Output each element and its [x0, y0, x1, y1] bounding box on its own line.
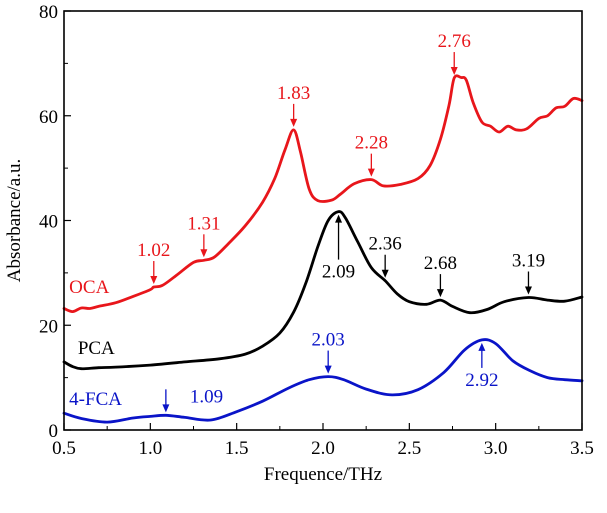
annotation-label: 2.28: [355, 133, 388, 154]
arrow-down-icon: [450, 67, 458, 76]
arrow-up-icon: [478, 342, 486, 351]
series-layer: OCA PCA 4-FCA: [62, 74, 584, 424]
arrow-down-icon: [200, 249, 208, 258]
x-tick-label: 3.5: [570, 438, 594, 459]
annotation-label: 2.68: [424, 253, 457, 274]
y-axis-title: Absorbance/a.u.: [4, 159, 25, 282]
annotation-layer: 1.02 1.31 1.83 2.28 2.76 2.09 2.36 2.68 3.19 1.09…: [137, 31, 545, 413]
peak-annotation: 3.19: [512, 250, 545, 295]
annotation-label: 2.09: [322, 262, 355, 283]
peak-annotation: 2.92: [465, 342, 498, 391]
series-label-pca: PCA: [78, 338, 115, 359]
peak-annotation: 2.68: [424, 253, 457, 298]
y-tick-label: 80: [39, 2, 58, 23]
series-label-oca: OCA: [69, 277, 109, 298]
peak-annotation: 2.28: [355, 133, 388, 177]
arrow-down-icon: [367, 168, 375, 177]
arrow-down-icon: [150, 276, 158, 285]
series-line-pca: [62, 210, 584, 371]
x-axis-title: Frequence/THz: [264, 464, 382, 485]
annotation-label: 3.19: [512, 250, 545, 271]
y-tick-label: 20: [39, 316, 58, 337]
peak-annotation: 1.02: [137, 240, 170, 285]
peak-annotation: 1.31: [187, 213, 220, 258]
arrow-down-icon: [290, 118, 298, 127]
annotation-label: 1.31: [187, 213, 220, 234]
annotation-label: 1.83: [277, 83, 310, 104]
peak-annotation: 2.76: [438, 31, 471, 76]
annotation-label: 1.02: [137, 240, 170, 261]
arrow-down-icon: [324, 365, 332, 374]
x-tick-label: 2.0: [311, 438, 335, 459]
arrow-down-icon: [162, 404, 170, 413]
peak-annotation: 1.09: [162, 386, 223, 413]
series-line-4-fca: [62, 338, 584, 424]
annotation-label: 2.92: [465, 370, 498, 391]
x-tick-label: 0.5: [52, 438, 76, 459]
annotation-label: 2.36: [369, 234, 402, 255]
x-tick-label: 1.0: [138, 438, 162, 459]
y-tick-label: 40: [39, 212, 58, 233]
peak-annotation: 2.09: [322, 214, 355, 283]
annotation-label: 2.03: [312, 330, 345, 351]
arrow-down-icon: [524, 286, 532, 295]
series-line-oca: [62, 74, 584, 313]
x-tick-label: 1.5: [225, 438, 249, 459]
arrow-down-icon: [381, 269, 389, 278]
arrow-up-icon: [335, 214, 343, 223]
annotation-label: 2.76: [438, 31, 471, 52]
y-tick-label: 0: [49, 421, 59, 442]
peak-annotation: 1.83: [277, 83, 310, 127]
peak-annotation: 2.03: [312, 330, 345, 374]
x-tick-label: 3.0: [484, 438, 508, 459]
y-tick-label: 60: [39, 107, 58, 128]
axis-layer: 0.5 1.0 1.5 2.0 2.5 3.0 3.5 0 20 40 60 80: [39, 2, 594, 459]
series-label-4-fca: 4-FCA: [69, 389, 122, 410]
arrow-down-icon: [436, 289, 444, 298]
x-tick-label: 2.5: [397, 438, 421, 459]
peak-annotation: 2.36: [369, 234, 402, 278]
annotation-label: 1.09: [190, 386, 223, 407]
plot-frame: [63, 10, 583, 431]
